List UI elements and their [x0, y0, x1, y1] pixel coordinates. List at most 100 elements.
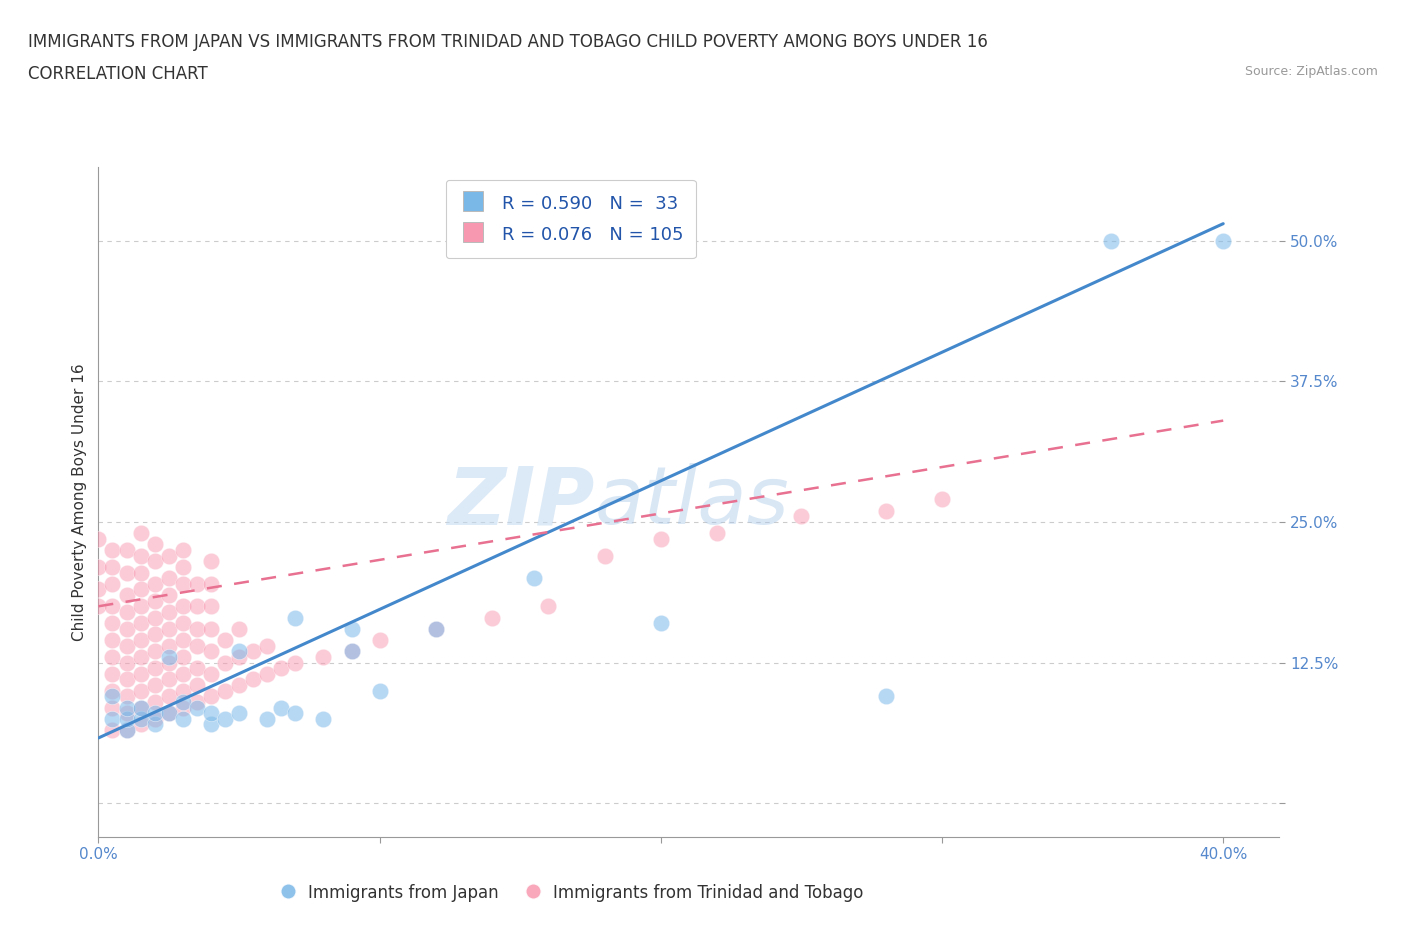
Point — [101, 632, 124, 647]
Point — [143, 537, 166, 551]
Point — [115, 621, 138, 636]
Point — [143, 610, 166, 625]
Point — [129, 632, 152, 647]
Point — [270, 700, 292, 715]
Point — [129, 525, 152, 540]
Point — [284, 655, 307, 670]
Point — [87, 582, 110, 597]
Point — [115, 723, 138, 737]
Point — [228, 706, 250, 721]
Point — [172, 649, 194, 664]
Point — [115, 723, 138, 737]
Point — [312, 711, 335, 726]
Point — [143, 678, 166, 693]
Point — [368, 632, 391, 647]
Point — [87, 531, 110, 546]
Point — [101, 542, 124, 557]
Point — [101, 560, 124, 575]
Point — [340, 644, 363, 658]
Point — [1212, 233, 1234, 248]
Text: Source: ZipAtlas.com: Source: ZipAtlas.com — [1244, 65, 1378, 78]
Point — [143, 660, 166, 675]
Text: atlas: atlas — [595, 463, 789, 541]
Point — [129, 599, 152, 614]
Point — [129, 582, 152, 597]
Point — [101, 689, 124, 704]
Point — [143, 644, 166, 658]
Point — [790, 509, 813, 524]
Point — [186, 599, 208, 614]
Point — [129, 616, 152, 631]
Point — [312, 649, 335, 664]
Text: CORRELATION CHART: CORRELATION CHART — [28, 65, 208, 83]
Point — [186, 678, 208, 693]
Point — [101, 599, 124, 614]
Point — [228, 678, 250, 693]
Point — [129, 700, 152, 715]
Point — [101, 711, 124, 726]
Point — [101, 700, 124, 715]
Point — [650, 616, 672, 631]
Point — [200, 599, 222, 614]
Point — [129, 565, 152, 580]
Point — [143, 717, 166, 732]
Text: ZIP: ZIP — [447, 463, 595, 541]
Point — [115, 689, 138, 704]
Point — [115, 638, 138, 653]
Point — [172, 599, 194, 614]
Point — [172, 632, 194, 647]
Point — [200, 689, 222, 704]
Point — [368, 684, 391, 698]
Point — [172, 700, 194, 715]
Point — [101, 684, 124, 698]
Point — [157, 672, 180, 687]
Point — [875, 689, 897, 704]
Point — [115, 700, 138, 715]
Point — [172, 695, 194, 710]
Point — [706, 525, 728, 540]
Point — [101, 616, 124, 631]
Point — [172, 542, 194, 557]
Point — [157, 706, 180, 721]
Point — [157, 706, 180, 721]
Point — [115, 711, 138, 726]
Y-axis label: Child Poverty Among Boys Under 16: Child Poverty Among Boys Under 16 — [72, 364, 87, 641]
Point — [425, 621, 447, 636]
Point — [537, 599, 560, 614]
Point — [228, 644, 250, 658]
Point — [129, 700, 152, 715]
Point — [115, 604, 138, 619]
Point — [340, 644, 363, 658]
Point — [340, 621, 363, 636]
Point — [284, 706, 307, 721]
Point — [242, 672, 264, 687]
Point — [143, 627, 166, 642]
Point — [157, 604, 180, 619]
Point — [143, 554, 166, 569]
Point — [228, 621, 250, 636]
Point — [143, 706, 166, 721]
Point — [157, 621, 180, 636]
Point — [200, 577, 222, 591]
Point — [172, 711, 194, 726]
Point — [172, 684, 194, 698]
Point — [200, 621, 222, 636]
Point — [129, 667, 152, 682]
Point — [101, 723, 124, 737]
Point — [425, 621, 447, 636]
Point — [523, 571, 546, 586]
Point — [172, 667, 194, 682]
Point — [129, 684, 152, 698]
Point — [172, 577, 194, 591]
Point — [200, 644, 222, 658]
Point — [256, 711, 278, 726]
Point — [115, 542, 138, 557]
Point — [186, 695, 208, 710]
Point — [157, 571, 180, 586]
Point — [650, 531, 672, 546]
Legend: Immigrants from Japan, Immigrants from Trinidad and Tobago: Immigrants from Japan, Immigrants from T… — [271, 878, 870, 909]
Point — [200, 554, 222, 569]
Point — [129, 649, 152, 664]
Point — [284, 610, 307, 625]
Point — [256, 638, 278, 653]
